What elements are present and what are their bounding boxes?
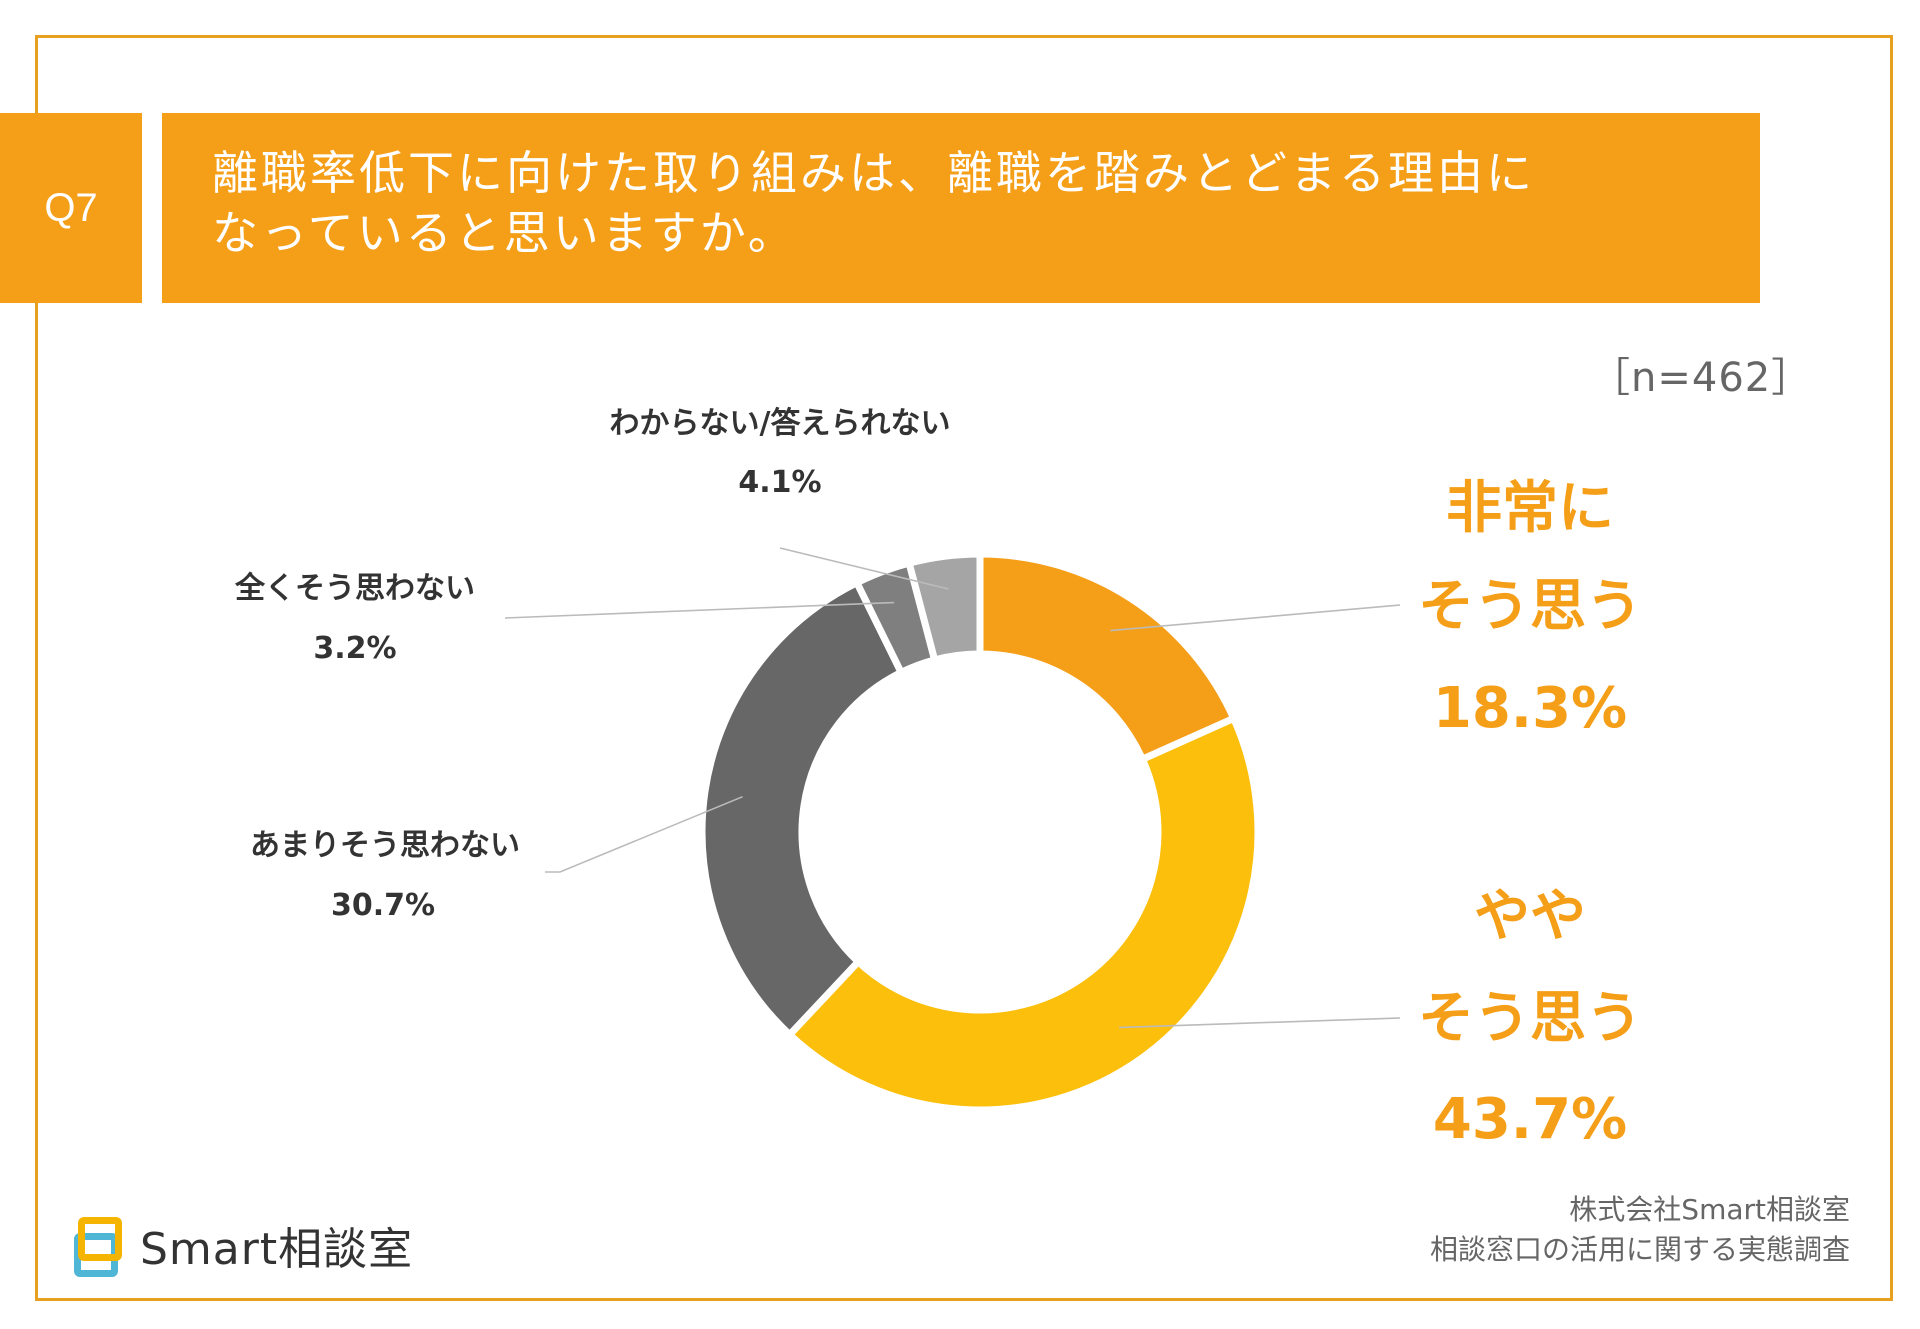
leader-line-1 xyxy=(1119,1017,1401,1029)
logo-text: Smart相談室 xyxy=(140,1224,414,1275)
value-somewhat: 43.7% xyxy=(1433,1087,1627,1152)
label-somewhat-line1: やや xyxy=(1474,884,1586,949)
question-title-line1: 離職率低下に向けた取り組みは、離職を踏みとどまる理由に xyxy=(212,146,1535,200)
label-not-at-all: 全くそう思わない xyxy=(234,571,475,606)
question-number: Q7 xyxy=(44,185,98,230)
survey-credit: 株式会社Smart相談室 相談窓口の活用に関する実態調査 xyxy=(1430,1190,1850,1270)
leader-line-3 xyxy=(504,601,895,619)
question-number-badge: Q7 xyxy=(0,113,142,303)
value-not-at-all: 3.2% xyxy=(313,631,396,666)
logo-mark-icon xyxy=(72,1213,132,1277)
donut-slice-1 xyxy=(784,713,1262,1114)
credit-survey: 相談窓口の活用に関する実態調査 xyxy=(1429,1233,1850,1266)
leader-line-2 xyxy=(545,795,743,873)
label-very-much-line2: そう思う xyxy=(1418,574,1642,639)
value-not-much: 30.7% xyxy=(331,888,435,923)
outer-frame xyxy=(35,35,1893,1301)
company-logo: Smart相談室 xyxy=(72,1210,413,1280)
question-title-line2: なっていると思いますか。 xyxy=(212,206,797,260)
value-dont-know: 4.1% xyxy=(738,465,821,500)
donut-slice-0 xyxy=(976,550,1239,764)
label-not-much: あまりそう思わない xyxy=(250,828,520,863)
leader-line-0 xyxy=(1110,604,1401,632)
label-dont-know: わからない/答えられない xyxy=(610,406,951,441)
question-banner: 離職率低下に向けた取り組みは、離職を踏みとどまる理由に なっていると思いますか。 xyxy=(162,113,1760,303)
donut-slice-2 xyxy=(698,578,906,1040)
value-very-much: 18.3% xyxy=(1433,676,1627,741)
donut-slice-4 xyxy=(904,550,984,665)
leader-line-4 xyxy=(779,547,949,590)
label-very-much-line1: 非常に xyxy=(1446,476,1614,541)
credit-company: 株式会社Smart相談室 xyxy=(1569,1193,1850,1226)
label-somewhat-line2: そう思う xyxy=(1418,986,1642,1051)
